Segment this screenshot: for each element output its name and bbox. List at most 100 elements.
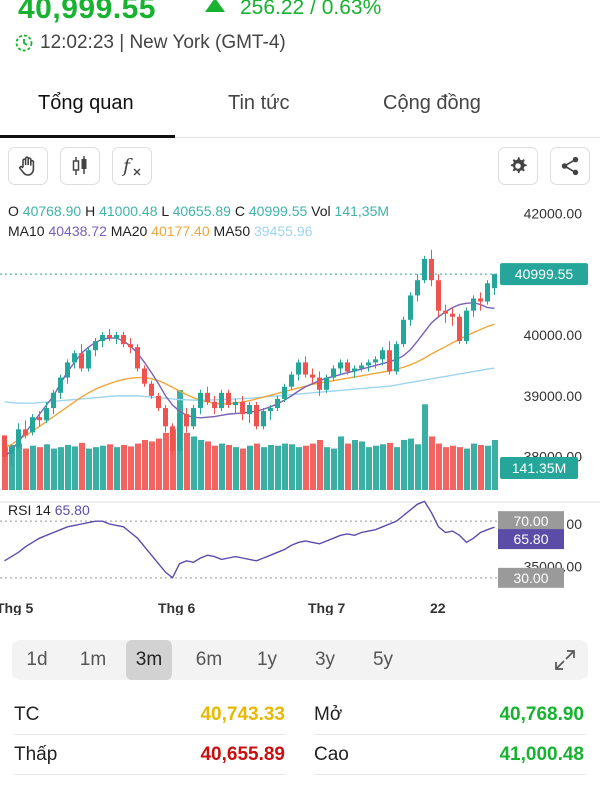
x-axis-label: Thg 7: [308, 600, 346, 615]
candle-body: [408, 295, 413, 320]
y-axis-label: 39000.00: [524, 388, 583, 404]
ma50-line: [4, 367, 495, 404]
volume-bar: [261, 447, 267, 490]
volume-bar: [30, 445, 36, 490]
x-axis-label: 22: [430, 600, 446, 615]
volume-bar: [268, 445, 274, 490]
candle-body: [261, 411, 266, 427]
candle-body: [296, 362, 301, 375]
rsi-tag: [498, 529, 564, 550]
volume-bar: [338, 436, 344, 490]
period-5y[interactable]: 5y: [372, 649, 394, 670]
expand-icon[interactable]: [554, 649, 576, 671]
candle-body: [317, 377, 322, 390]
volume-bar: [345, 443, 351, 490]
candle-body: [44, 408, 49, 421]
divider: [314, 774, 586, 775]
candle-body: [121, 335, 126, 345]
share-icon: [561, 156, 579, 176]
candle-body: [457, 316, 462, 342]
candle-body: [450, 313, 455, 317]
period-1y[interactable]: 1y: [256, 649, 278, 670]
rsi-tag-label: 70.00: [513, 513, 548, 529]
period-3m[interactable]: 3m: [126, 640, 172, 680]
volume-bar: [86, 448, 92, 490]
low-stat-value: 40,655.89: [200, 744, 285, 765]
candle-body: [429, 258, 434, 281]
volume-bar: [9, 445, 15, 490]
high-label: Cao: [314, 744, 349, 765]
o-label: O: [8, 203, 19, 219]
candle-body: [464, 310, 469, 342]
open-stat-value: 40,768.90: [499, 704, 584, 725]
candle-body: [170, 426, 175, 451]
volume-bar: [380, 444, 386, 490]
indicators-button[interactable]: f: [112, 147, 152, 185]
volume-bar: [142, 440, 148, 490]
candlestick-icon: [72, 156, 87, 175]
volume-bar: [205, 441, 211, 490]
volume-bar: [37, 447, 43, 490]
rsi-legend: RSI 14 65.80: [8, 502, 90, 518]
ma20-value: 40177.40: [151, 223, 210, 239]
rsi-label: RSI 14: [8, 502, 51, 518]
tab-overview[interactable]: Tổng quan: [38, 92, 134, 114]
rsi-line: [4, 500, 495, 579]
candle-body: [415, 280, 420, 296]
open-label: Mở: [314, 704, 343, 725]
volume-bar: [240, 448, 246, 490]
period-1d[interactable]: 1d: [26, 649, 48, 670]
volume-bar: [219, 443, 225, 490]
price-chart[interactable]: 42000.0041000.0040000.0039000.0038000.00…: [0, 195, 600, 615]
volume-bar: [191, 436, 197, 490]
volume-bar: [387, 442, 393, 490]
up-arrow-icon: [205, 0, 225, 12]
chart-type-button[interactable]: [60, 147, 100, 185]
candle-body: [135, 347, 140, 369]
volume-bar: [121, 445, 127, 490]
volume-bar: [296, 447, 302, 490]
volume-bar: [359, 441, 365, 490]
candle-body: [23, 429, 28, 436]
volume-tag: [500, 457, 578, 479]
ma-legend: MA10 40438.72 MA20 40177.40 MA50 39455.9…: [8, 223, 312, 239]
volume-bar: [163, 432, 169, 490]
volume-value: 141,35M: [334, 203, 390, 219]
vol-label: Vol: [311, 203, 331, 219]
period-6m[interactable]: 6m: [195, 649, 223, 670]
period-3y[interactable]: 3y: [314, 649, 336, 670]
market-time: 12:02:23 | New York (GMT-4): [14, 32, 286, 54]
function-icon: f: [121, 155, 141, 177]
ma10-label: MA10: [8, 223, 45, 239]
candle-body: [310, 374, 315, 378]
svg-text:f: f: [121, 155, 133, 177]
candle-body: [16, 429, 21, 448]
rsi-tag-label: 65.80: [513, 531, 548, 547]
share-button[interactable]: [550, 147, 590, 185]
volume-bar: [443, 447, 449, 490]
rsi-tag: [498, 567, 564, 588]
candle-body: [254, 405, 259, 427]
candle-body: [366, 362, 371, 366]
candle-body: [156, 395, 161, 409]
draw-tool-button[interactable]: [8, 147, 48, 185]
low-label: Thấp: [14, 744, 58, 765]
high-value: 41000.48: [99, 203, 158, 219]
tab-community[interactable]: Cộng đồng: [383, 92, 481, 114]
period-1m[interactable]: 1m: [79, 649, 107, 670]
tc-value: 40,743.33: [200, 704, 285, 725]
candle-body: [282, 386, 287, 399]
volume-bar: [156, 438, 162, 490]
volume-bar: [100, 445, 106, 490]
candle-body: [233, 401, 238, 405]
candle-body: [331, 368, 336, 378]
candle-body: [9, 447, 14, 454]
volume-bar: [352, 440, 358, 490]
candle-body: [37, 417, 42, 421]
x-axis-label: Thg 6: [158, 600, 196, 615]
settings-button[interactable]: [498, 147, 538, 185]
tab-news[interactable]: Tin tức: [228, 92, 290, 114]
last-price-tag-label: 40999.55: [515, 266, 574, 282]
volume-bar: [170, 429, 176, 490]
candle-body: [149, 383, 154, 396]
